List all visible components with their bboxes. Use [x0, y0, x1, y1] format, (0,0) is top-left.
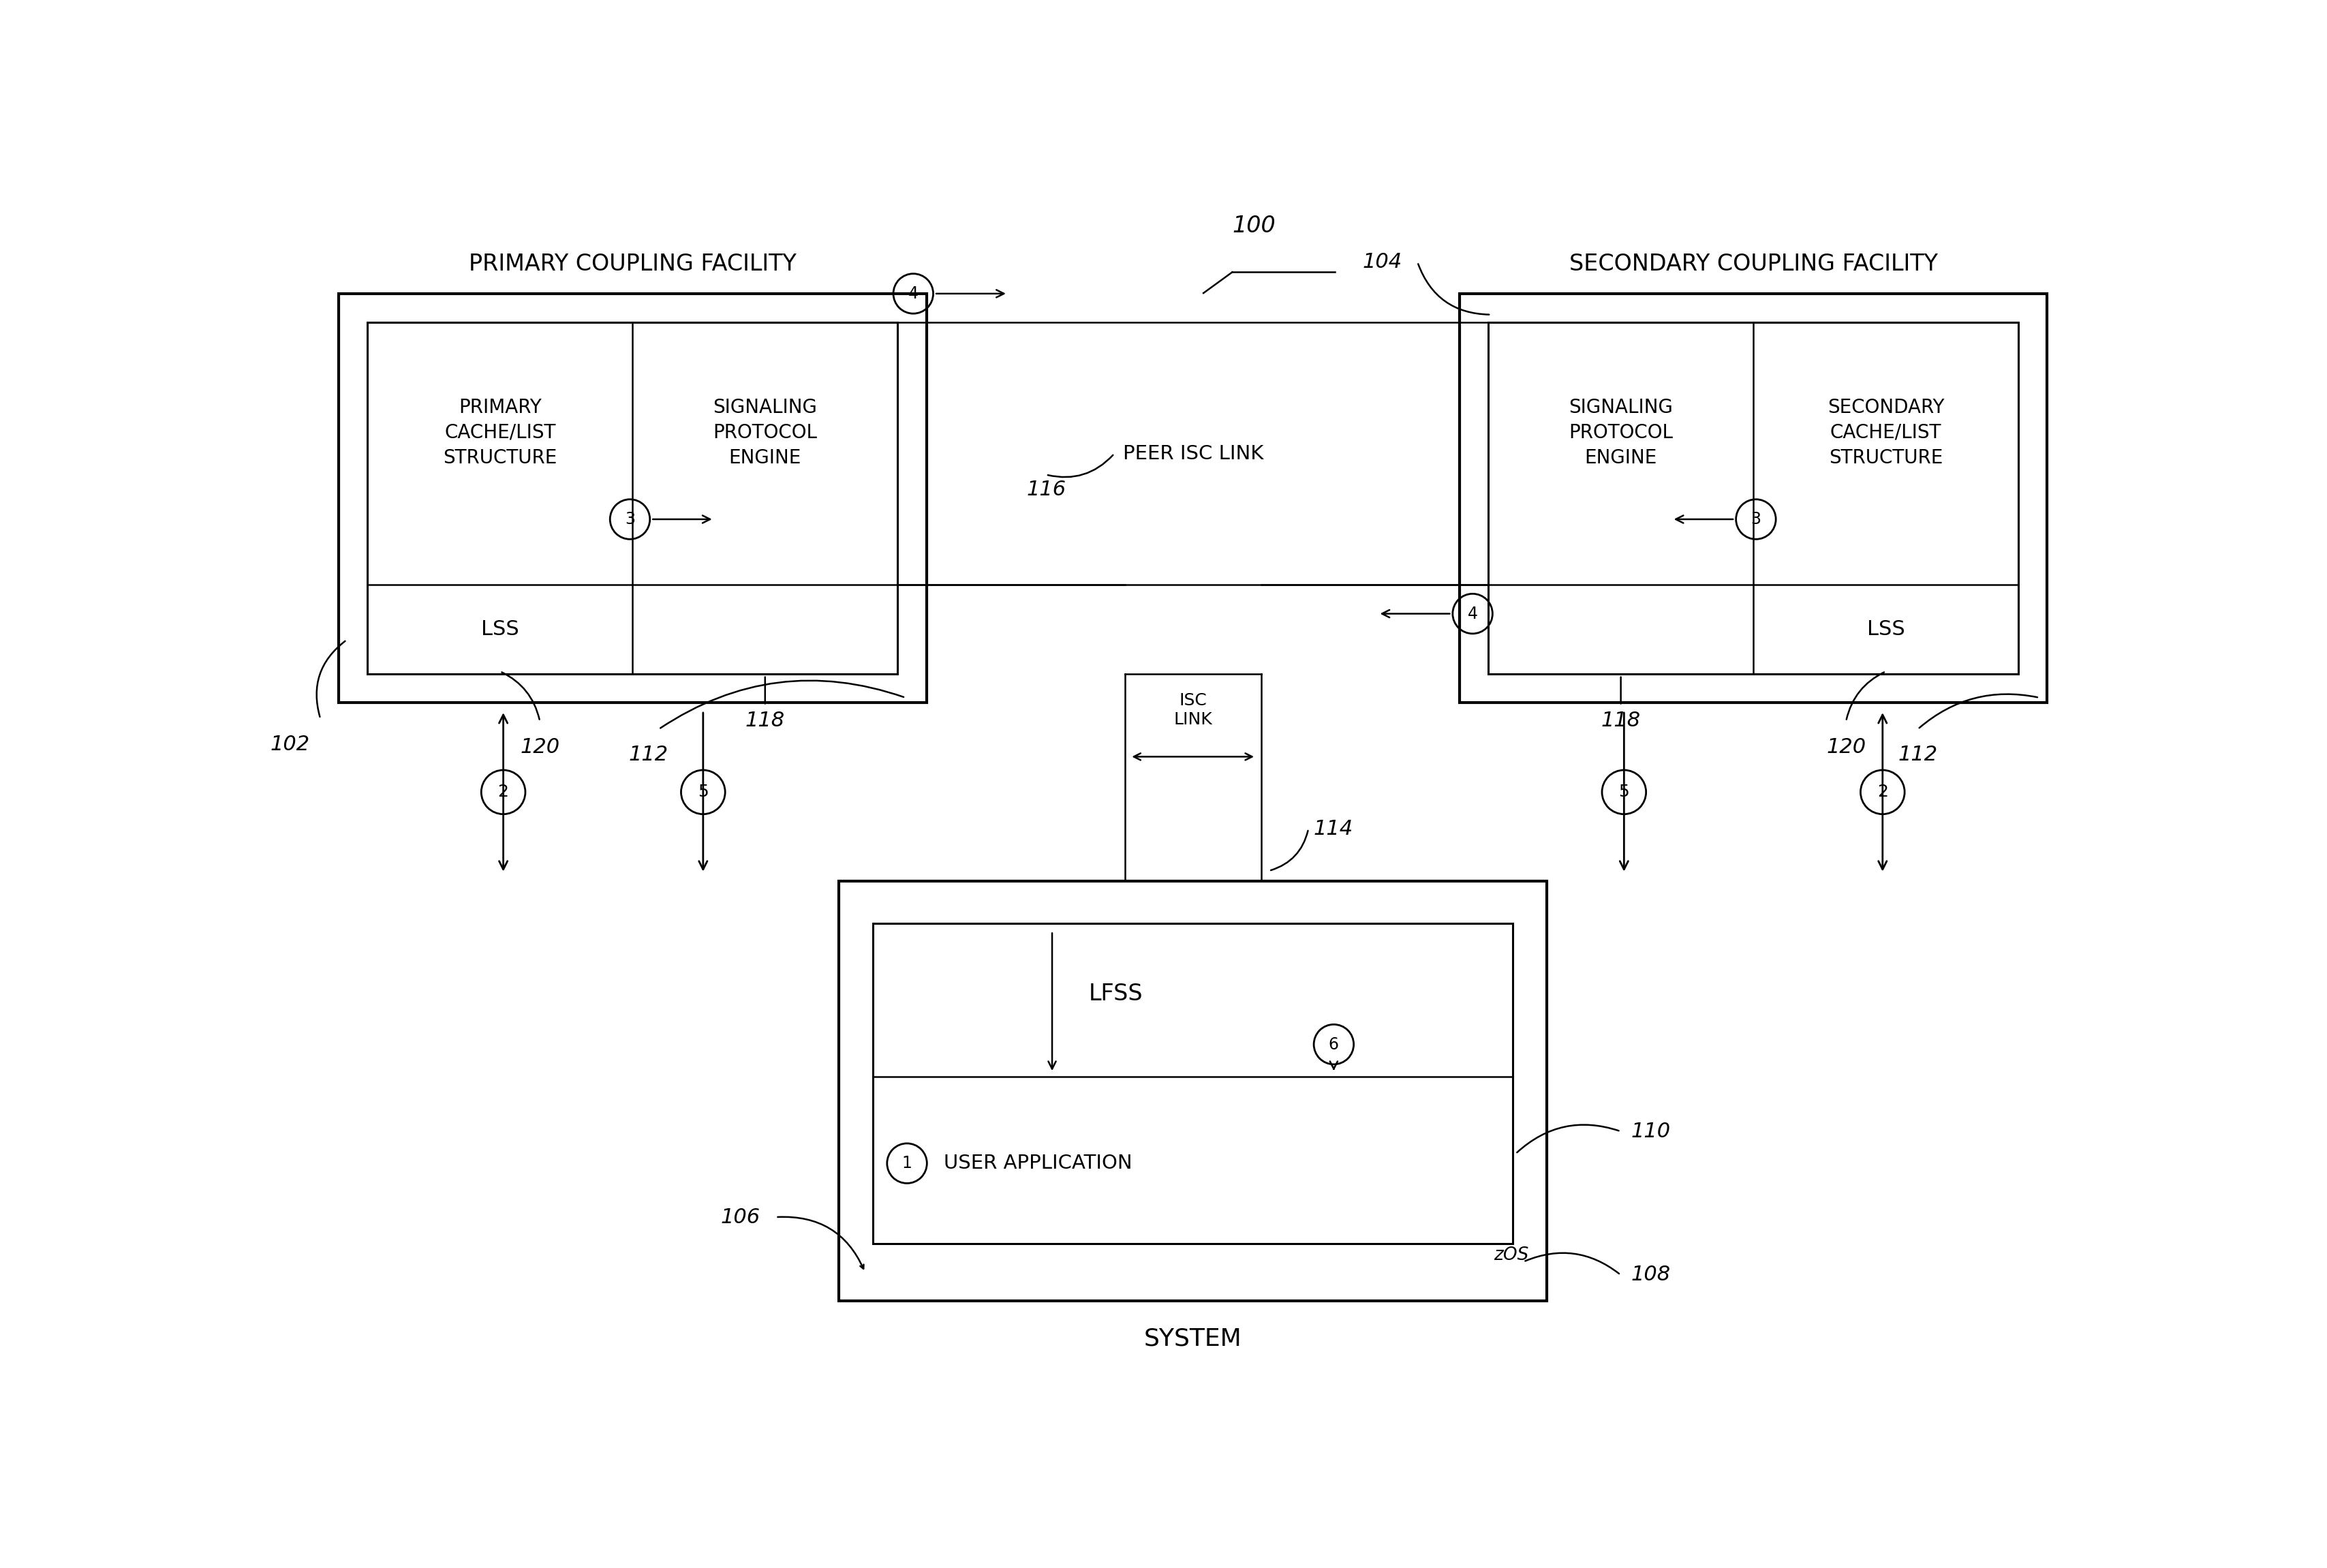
Text: 112: 112: [628, 745, 668, 765]
Text: 3: 3: [1750, 511, 1762, 527]
Text: 6: 6: [1329, 1036, 1338, 1052]
Text: PRIMARY
CACHE/LIST
STRUCTURE: PRIMARY CACHE/LIST STRUCTURE: [442, 398, 556, 467]
Text: zOS: zOS: [1494, 1247, 1529, 1264]
Text: ISC
LINK: ISC LINK: [1173, 693, 1212, 728]
Text: SYSTEM: SYSTEM: [1143, 1327, 1243, 1350]
Text: LSS: LSS: [482, 619, 519, 640]
Bar: [873, 924, 1513, 1243]
Text: 106: 106: [721, 1207, 761, 1228]
Text: PEER ISC LINK: PEER ISC LINK: [1122, 444, 1264, 463]
Text: SIGNALING
PROTOCOL
ENGINE: SIGNALING PROTOCOL ENGINE: [712, 398, 817, 467]
Text: 104: 104: [1361, 252, 1401, 271]
Text: 2: 2: [498, 784, 510, 800]
Bar: [340, 293, 926, 702]
Text: 116: 116: [1026, 480, 1066, 500]
Text: 2: 2: [1876, 784, 1887, 800]
Text: 120: 120: [519, 737, 558, 757]
Text: 112: 112: [1897, 745, 1936, 765]
Bar: [838, 881, 1547, 1301]
Text: 4: 4: [908, 285, 919, 301]
Text: USER APPLICATION: USER APPLICATION: [942, 1154, 1131, 1173]
Text: SIGNALING
PROTOCOL
ENGINE: SIGNALING PROTOCOL ENGINE: [1568, 398, 1673, 467]
Text: 5: 5: [1617, 784, 1629, 800]
Text: SECONDARY COUPLING FACILITY: SECONDARY COUPLING FACILITY: [1568, 252, 1936, 276]
Text: 120: 120: [1827, 737, 1866, 757]
Bar: [1459, 293, 2045, 702]
Text: 114: 114: [1312, 818, 1352, 839]
Text: 118: 118: [1601, 710, 1641, 731]
Text: PRIMARY COUPLING FACILITY: PRIMARY COUPLING FACILITY: [468, 252, 796, 276]
Text: LSS: LSS: [1866, 619, 1903, 640]
Text: 118: 118: [745, 710, 784, 731]
Text: 5: 5: [698, 784, 707, 800]
Bar: [1487, 323, 2018, 674]
Text: LFSS: LFSS: [1089, 983, 1143, 1005]
Text: 110: 110: [1631, 1121, 1671, 1142]
Text: 100: 100: [1231, 215, 1275, 237]
Text: SECONDARY
CACHE/LIST
STRUCTURE: SECONDARY CACHE/LIST STRUCTURE: [1827, 398, 1943, 467]
Text: 108: 108: [1631, 1265, 1671, 1284]
Text: 3: 3: [624, 511, 635, 527]
Text: 1: 1: [901, 1156, 912, 1171]
Text: 4: 4: [1466, 605, 1478, 622]
Bar: [368, 323, 898, 674]
Text: 102: 102: [270, 734, 309, 754]
